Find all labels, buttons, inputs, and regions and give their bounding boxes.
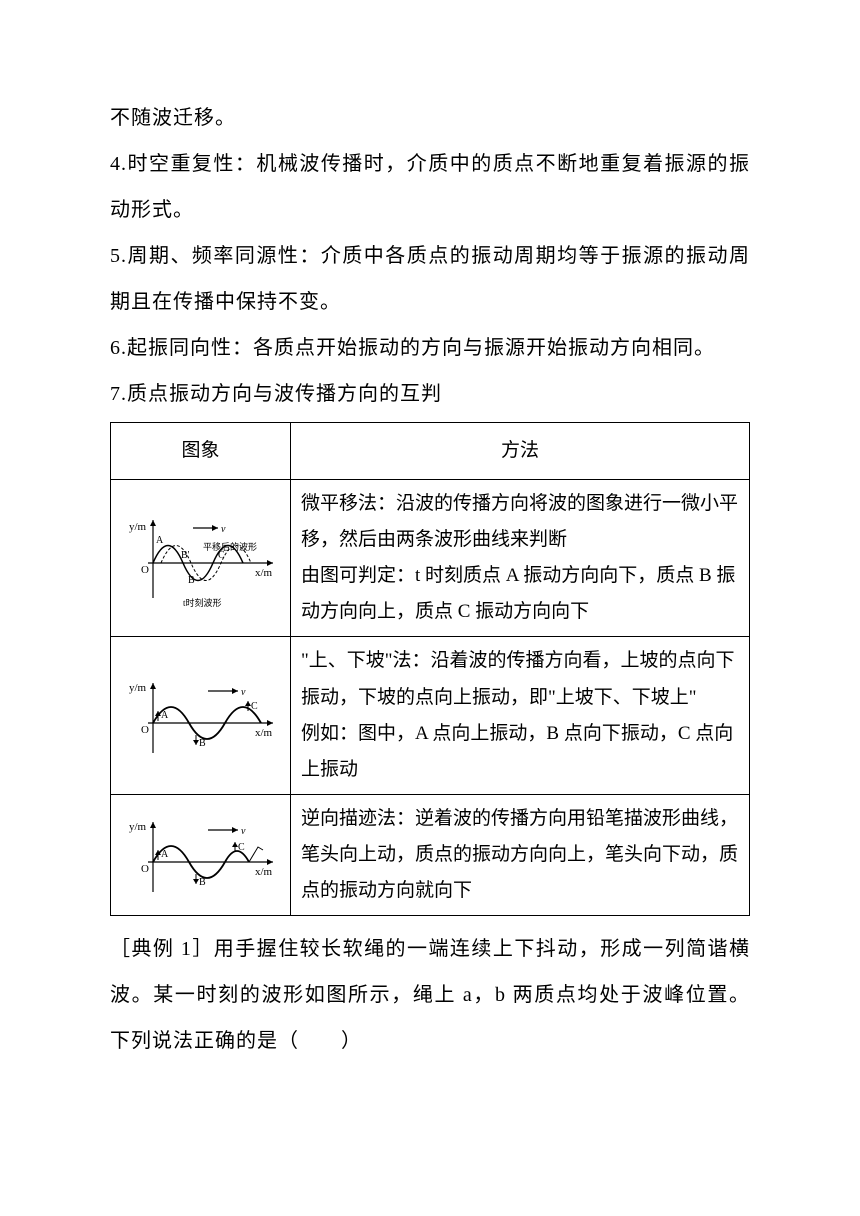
y-axis-label: y/m	[129, 521, 147, 533]
shift-label: 平移后的波形	[203, 541, 257, 552]
table-row: y/m x/m O A B C v	[111, 794, 750, 915]
header-image-col: 图象	[111, 423, 291, 480]
method-cell-1: 微平移法：沿波的传播方向将波的图象进行一微小平移，然后由两条波形曲线来判断 由图…	[291, 480, 750, 637]
point-a-label: A	[161, 849, 169, 860]
origin-label: O	[141, 724, 149, 736]
v-label: v	[221, 524, 226, 535]
v-label: v	[241, 687, 246, 698]
paragraph-1: 4.时空重复性：机械波传播时，介质中的质点不断地重复着振源的振动形式。	[110, 141, 750, 233]
table-row: y/m x/m O A B' B C v 平移后的波形 t时刻波形 微平移法：沿…	[111, 480, 750, 637]
point-b-label: B	[199, 877, 206, 888]
origin-label: O	[141, 564, 149, 576]
wave-svg-slope: y/m x/m O A B C v	[123, 673, 278, 758]
table-header-row: 图象 方法	[111, 423, 750, 480]
point-c-label: C	[238, 842, 245, 853]
point-b-label: B	[188, 575, 195, 586]
paragraph-4: 7.质点振动方向与波传播方向的互判	[110, 371, 750, 417]
wave-diagram-2: y/m x/m O A B C v	[111, 637, 291, 794]
x-axis-label: x/m	[255, 866, 273, 878]
svg-text:B': B'	[181, 550, 190, 561]
point-b-label: B	[199, 738, 206, 749]
y-axis-label: y/m	[129, 821, 147, 833]
wave-methods-table: 图象 方法 y/m x/m O A B' B C	[110, 422, 750, 916]
point-a-label: A	[161, 710, 169, 721]
wave-diagram-1: y/m x/m O A B' B C v 平移后的波形 t时刻波形	[111, 480, 291, 637]
paragraph-0: 不随波迁移。	[110, 95, 750, 141]
table-row: y/m x/m O A B C v "	[111, 637, 750, 794]
table: 图象 方法 y/m x/m O A B' B C	[110, 422, 750, 916]
origin-label: O	[141, 863, 149, 875]
time-label: t时刻波形	[183, 597, 222, 608]
y-axis-label: y/m	[129, 682, 147, 694]
paragraph-2: 5.周期、频率同源性：介质中各质点的振动周期均等于振源的振动周期且在传播中保持不…	[110, 233, 750, 325]
point-c-label: C	[251, 701, 258, 712]
header-method-col: 方法	[291, 423, 750, 480]
method-cell-3: 逆向描迹法：逆着波的传播方向用铅笔描波形曲线，笔头向上动，质点的振动方向向上，笔…	[291, 794, 750, 915]
wave-diagram-3: y/m x/m O A B C v	[111, 794, 291, 915]
point-a-label: A	[156, 535, 164, 546]
v-label: v	[241, 826, 246, 837]
x-axis-label: x/m	[255, 567, 273, 579]
method-cell-2: "上、下坡"法：沿着波的传播方向看，上坡的点向下振动，下坡的点向上振动，即"上坡…	[291, 637, 750, 794]
example-1: ［典例 1］用手握住较长软绳的一端连续上下抖动，形成一列简谐横波。某一时刻的波形…	[110, 926, 750, 1064]
x-axis-label: x/m	[255, 727, 273, 739]
wave-svg-micro-shift: y/m x/m O A B' B C v 平移后的波形 t时刻波形	[123, 508, 278, 608]
wave-svg-reverse-trace: y/m x/m O A B C v	[123, 812, 278, 897]
paragraph-3: 6.起振同向性：各质点开始振动的方向与振源开始振动方向相同。	[110, 325, 750, 371]
